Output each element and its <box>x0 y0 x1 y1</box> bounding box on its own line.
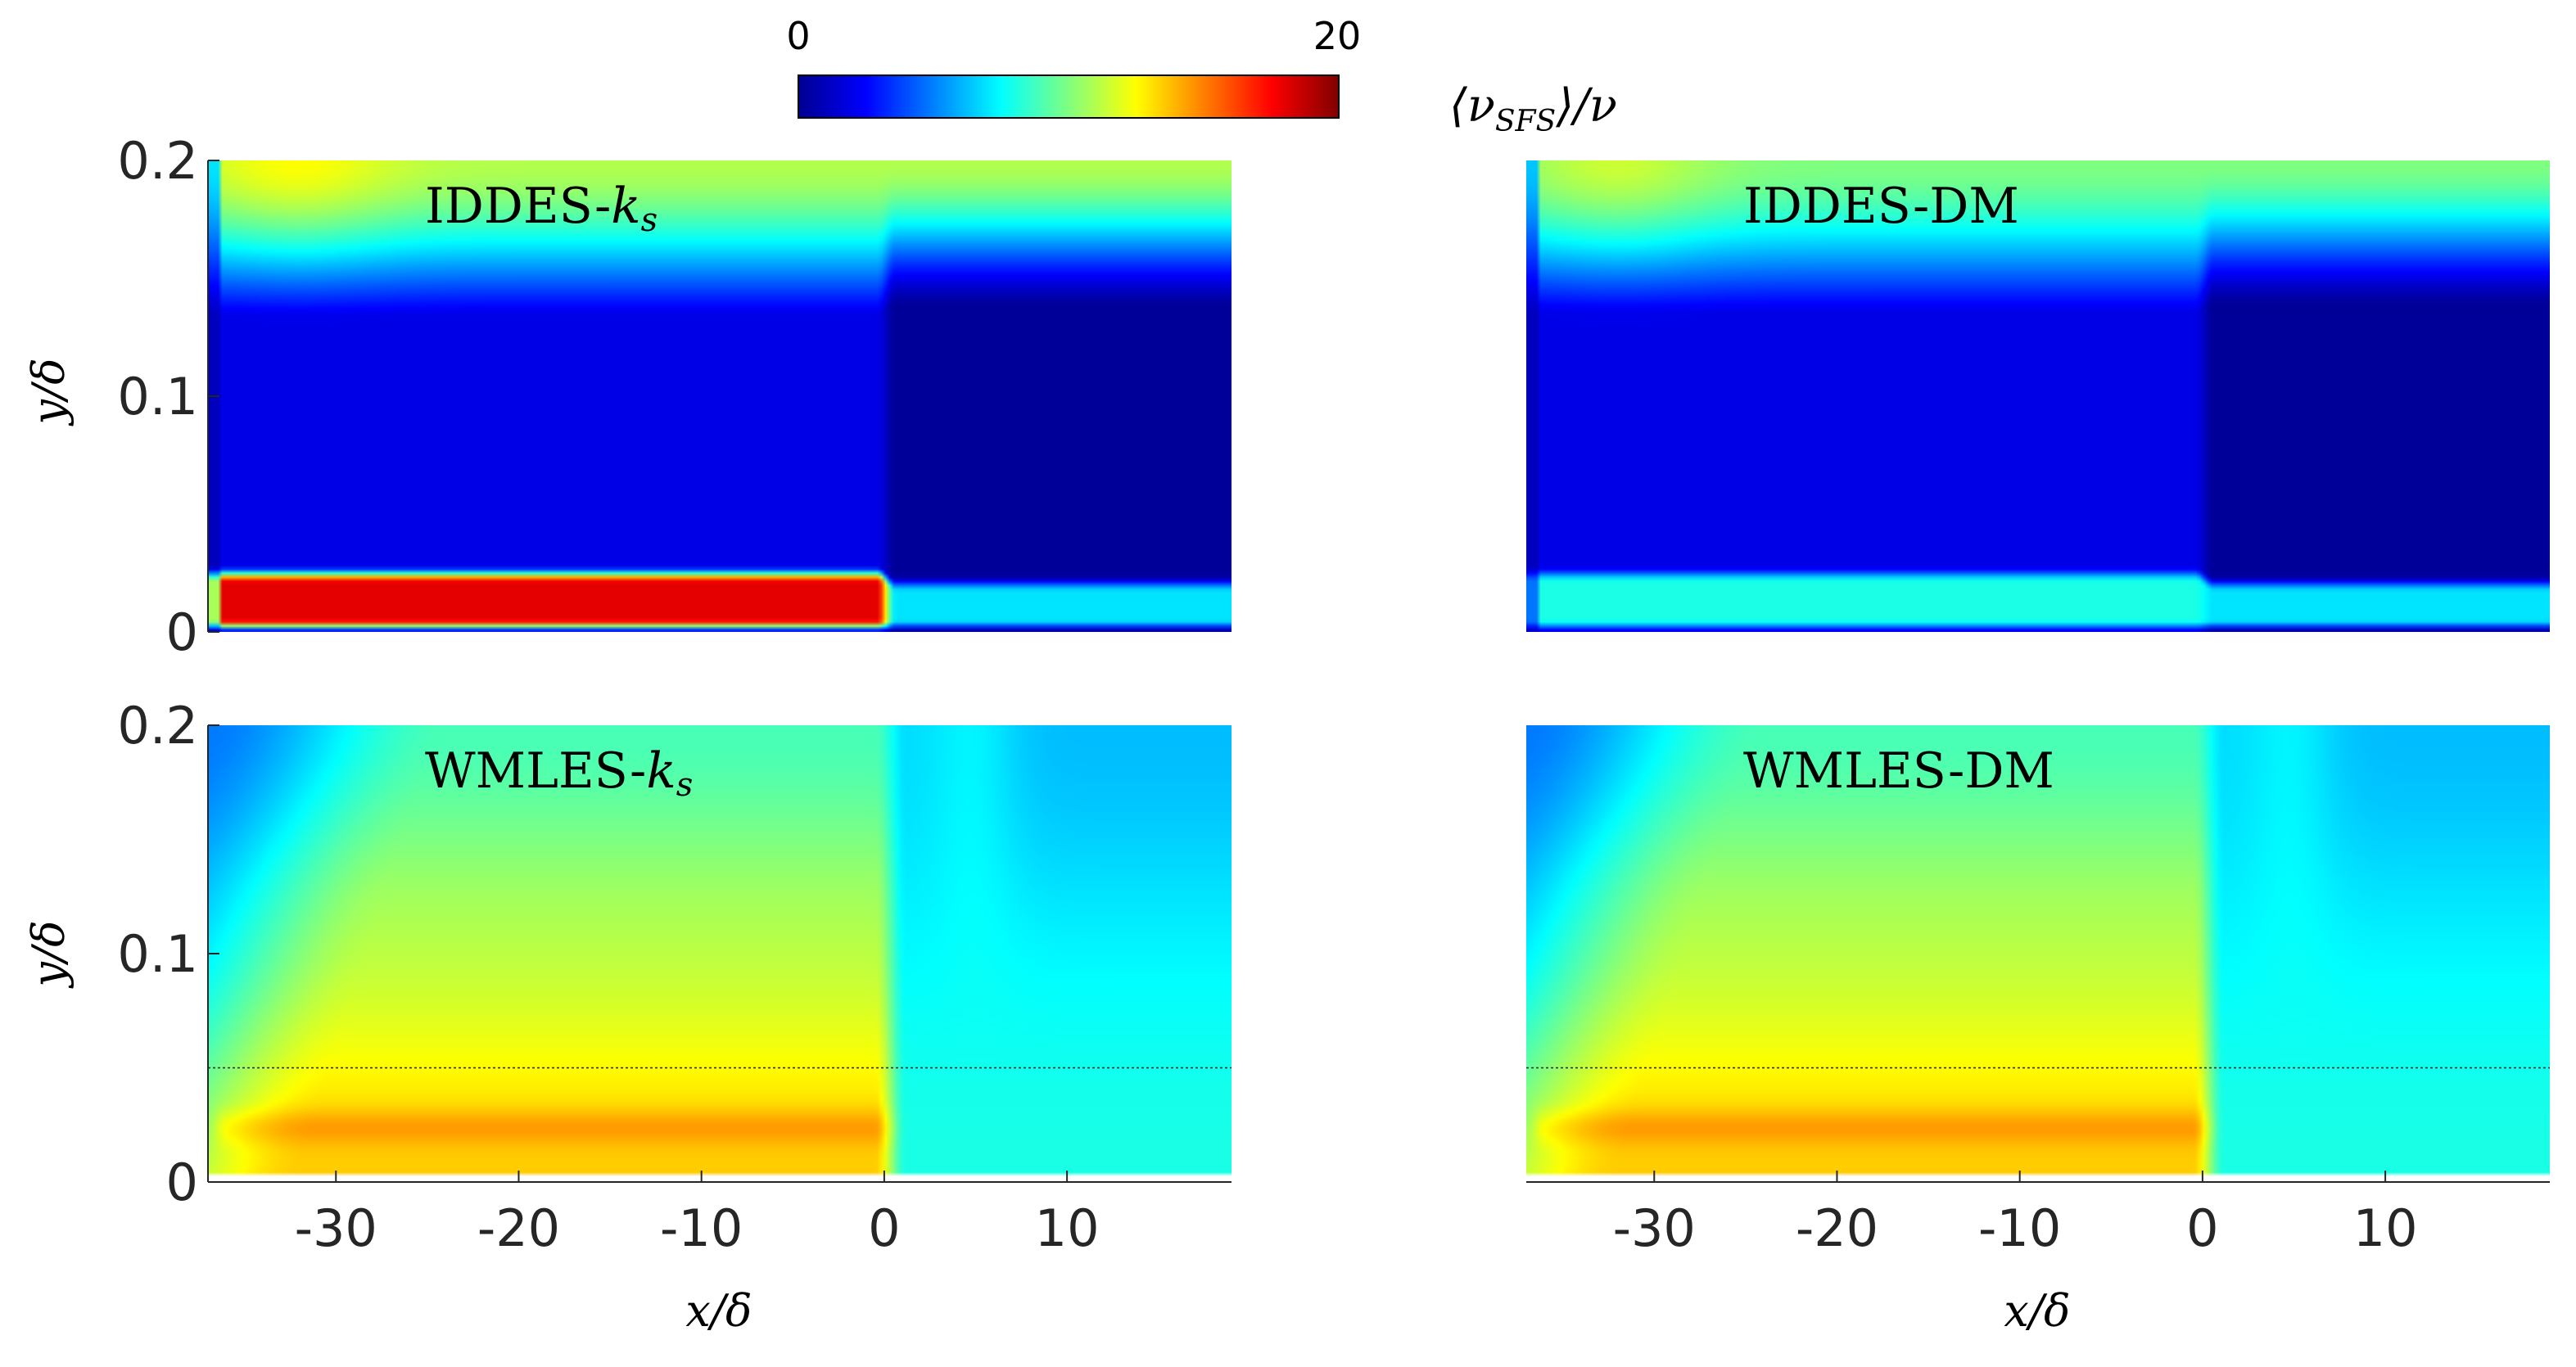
colorbar-label: ⟨νSFS⟩/ν <box>1449 79 1617 138</box>
panel-title: IDDES-ks <box>425 178 658 239</box>
ylabel-top: y/δ <box>23 358 75 426</box>
heatmap-field <box>208 725 1232 1182</box>
colorbar-min-label: 0 <box>786 14 810 58</box>
y-tick-label: 0.1 <box>117 924 198 984</box>
y-tick-label: 0.2 <box>117 696 198 756</box>
x-tick-label: 10 <box>1035 1198 1100 1258</box>
y-tick-label: 0.2 <box>117 131 198 191</box>
panel-iddes-dm: IDDES-DM <box>1526 160 2550 632</box>
xlabel-left: x/δ <box>685 1285 752 1337</box>
colorbar: 0 20 ⟨νSFS⟩/ν <box>786 14 1617 138</box>
x-tick-label: 0 <box>2186 1198 2218 1258</box>
ylabel-bottom: y/δ <box>23 920 75 988</box>
heatmap-field <box>208 160 1232 632</box>
x-tick-label: -10 <box>660 1198 743 1258</box>
heatmap-field <box>1526 725 2550 1182</box>
panel-wmles-ks: WMLES-ks 0 0.1 0.2 -30 -20 -10 0 10 <box>117 696 1232 1258</box>
heatmap-field <box>1526 160 2550 632</box>
panel-wmles-dm: WMLES-DM -30 -20 -10 0 10 <box>1526 725 2550 1258</box>
colorbar-max-label: 20 <box>1313 14 1362 58</box>
x-tick-label: -20 <box>477 1198 560 1258</box>
y-tick-label: 0 <box>166 602 198 662</box>
panel-title: WMLES-DM <box>1743 742 2054 800</box>
colorbar-scale <box>798 74 1340 119</box>
panels: IDDES-ks 0 0.1 0.2 IDDES-DM WMLES-ks 0 0.1 0.2 -3… <box>117 131 2550 1258</box>
x-tick-label: 10 <box>2353 1198 2418 1258</box>
x-tick-label: -30 <box>295 1198 377 1258</box>
panel-title: IDDES-DM <box>1743 178 2019 235</box>
x-tick-label: -30 <box>1613 1198 1696 1258</box>
y-tick-label: 0 <box>166 1153 198 1212</box>
axis-labels: y/δ y/δ x/δ x/δ <box>23 358 2071 1337</box>
xlabel-right: x/δ <box>2004 1285 2070 1337</box>
x-tick-label: -10 <box>1978 1198 2061 1258</box>
x-tick-label: -20 <box>1796 1198 1878 1258</box>
y-tick-label: 0.1 <box>117 367 198 426</box>
panel-title: WMLES-ks <box>425 742 693 804</box>
panel-iddes-ks: IDDES-ks 0 0.1 0.2 <box>117 131 1232 662</box>
x-tick-label: 0 <box>868 1198 900 1258</box>
